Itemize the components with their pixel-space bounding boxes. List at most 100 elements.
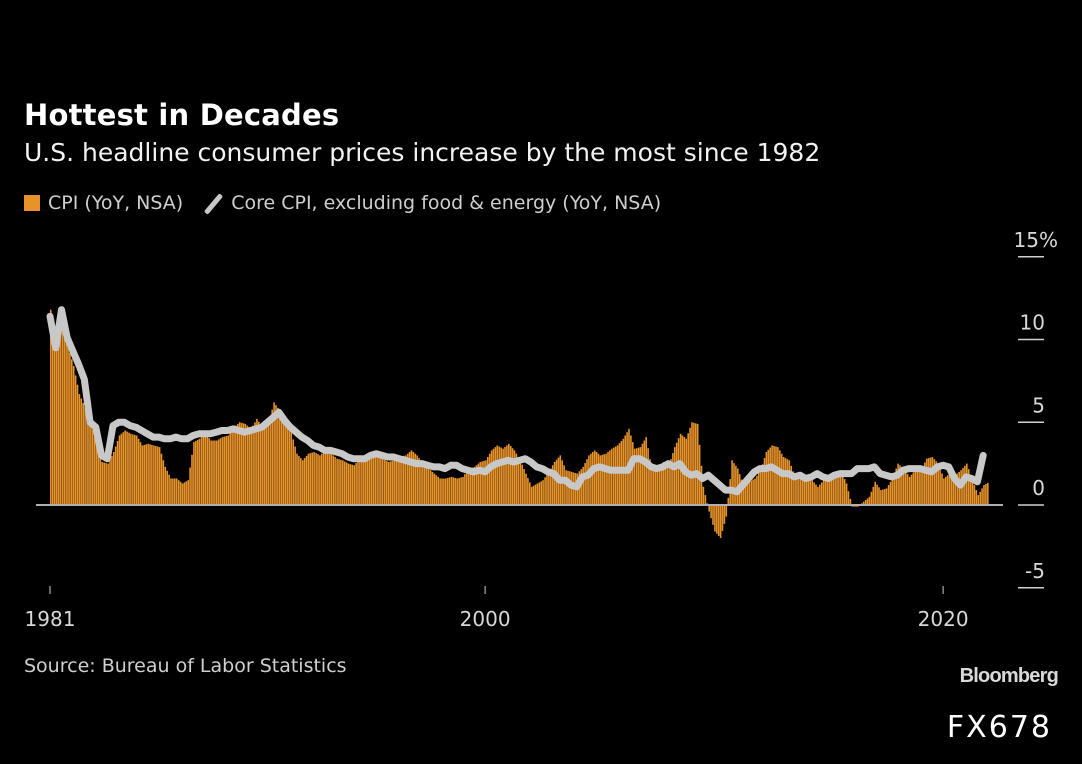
cpi-bar bbox=[349, 464, 352, 505]
cpi-bar bbox=[914, 470, 917, 505]
cpi-bar bbox=[284, 423, 287, 505]
cpi-bar bbox=[551, 465, 554, 505]
cpi-bar bbox=[72, 366, 75, 505]
cpi-bar bbox=[67, 346, 69, 505]
cpi-bar bbox=[181, 483, 184, 505]
cpi-bar bbox=[945, 476, 947, 505]
cpi-bar bbox=[609, 450, 611, 505]
cpi-bar bbox=[135, 435, 138, 505]
cpi-bar bbox=[817, 486, 819, 505]
cpi-bar bbox=[588, 455, 590, 505]
cpi-bar bbox=[542, 480, 544, 505]
y-tick-label: 15% bbox=[1014, 228, 1058, 252]
cpi-bar bbox=[217, 439, 220, 505]
cpi-bar bbox=[523, 469, 525, 505]
cpi-bar bbox=[677, 438, 680, 505]
cpi-bar bbox=[950, 474, 953, 505]
cpi-bar bbox=[809, 479, 812, 505]
cpi-bar bbox=[822, 480, 825, 505]
cpi-bar bbox=[175, 478, 178, 505]
cpi-bar bbox=[359, 458, 361, 505]
cpi-bar bbox=[813, 482, 815, 505]
cpi-bar bbox=[183, 482, 186, 505]
cpi-bar bbox=[696, 423, 699, 505]
core-legend-label: Core CPI, excluding food & energy (YoY, … bbox=[231, 192, 662, 214]
cpi-bar bbox=[603, 454, 605, 505]
cpi-bar bbox=[834, 471, 836, 505]
cpi-bar bbox=[134, 434, 136, 505]
cpi-bar bbox=[506, 445, 508, 505]
cpi-bar bbox=[967, 469, 970, 505]
cpi-bar bbox=[172, 478, 174, 505]
cpi-bar bbox=[742, 485, 745, 505]
cpi-bar bbox=[63, 332, 65, 505]
cpi-bar bbox=[933, 459, 936, 505]
cpi-bar bbox=[393, 460, 396, 505]
cpi-bar bbox=[223, 436, 226, 505]
cpi-bar bbox=[151, 444, 153, 505]
cpi-bar bbox=[338, 459, 340, 505]
cpi-bar bbox=[145, 444, 147, 505]
cpi-bar bbox=[790, 465, 792, 505]
cpi-bar bbox=[254, 422, 256, 506]
cpi-bar bbox=[672, 453, 674, 505]
cpi-bar bbox=[488, 453, 491, 505]
chart-code: FX678 bbox=[946, 710, 1052, 745]
cpi-bar bbox=[895, 468, 897, 505]
cpi-bar bbox=[925, 458, 928, 505]
cpi-bar bbox=[57, 335, 60, 505]
cpi-bar bbox=[300, 458, 302, 505]
cpi-bar bbox=[50, 309, 52, 505]
cpi-bar bbox=[777, 447, 779, 505]
cpi-bar bbox=[469, 468, 472, 505]
cpi-bar bbox=[725, 505, 728, 517]
cpi-bar bbox=[580, 469, 583, 505]
cpi-bar bbox=[256, 418, 258, 505]
cpi-bar bbox=[330, 453, 333, 505]
cpi-bar bbox=[912, 472, 915, 505]
cpi-bar bbox=[210, 440, 212, 505]
cpi-bar bbox=[662, 462, 665, 505]
cpi-bar bbox=[828, 478, 831, 505]
cpi-bar bbox=[651, 470, 653, 505]
cpi-bar bbox=[477, 463, 480, 505]
cpi-bar bbox=[116, 441, 119, 505]
cpi-bar bbox=[882, 489, 884, 505]
cpi-bar bbox=[744, 484, 747, 505]
cpi-bar bbox=[280, 415, 283, 505]
cpi-bar bbox=[599, 455, 602, 505]
cpi-bar bbox=[259, 424, 262, 505]
cpi-bar bbox=[288, 429, 291, 505]
cpi-bar bbox=[937, 463, 939, 505]
cpi-bar bbox=[496, 445, 499, 505]
cpi-bar bbox=[114, 446, 117, 505]
cpi-bar bbox=[237, 423, 239, 505]
cpi-bar bbox=[221, 437, 224, 505]
cpi-bar bbox=[177, 480, 180, 505]
cpi-bar bbox=[273, 402, 275, 505]
cpi-bar bbox=[943, 478, 945, 505]
cpi-bar bbox=[607, 452, 609, 505]
y-tick-label: -5 bbox=[1025, 559, 1045, 583]
cpi-bar bbox=[328, 452, 331, 505]
cpi-bar bbox=[941, 473, 943, 505]
cpi-bar bbox=[292, 439, 294, 505]
cpi-bar bbox=[903, 468, 905, 505]
cpi-bar bbox=[378, 455, 380, 505]
cpi-bar bbox=[815, 484, 817, 505]
cpi-bar bbox=[467, 468, 470, 505]
cpi-bar bbox=[485, 460, 487, 505]
cpi-bar bbox=[821, 482, 823, 505]
cpi-bar bbox=[780, 453, 783, 505]
cpi-bar bbox=[691, 422, 693, 506]
cpi-bar bbox=[864, 500, 867, 505]
cpi-bar bbox=[954, 475, 957, 505]
cpi-bar bbox=[118, 435, 121, 505]
cpi-bar bbox=[975, 490, 978, 505]
cpi-bar bbox=[983, 485, 985, 505]
cpi-bar bbox=[775, 446, 777, 505]
cpi-bars bbox=[50, 309, 989, 539]
cpi-bar bbox=[893, 473, 896, 505]
cpi-bar bbox=[319, 455, 321, 505]
cpi-bar bbox=[653, 470, 655, 505]
